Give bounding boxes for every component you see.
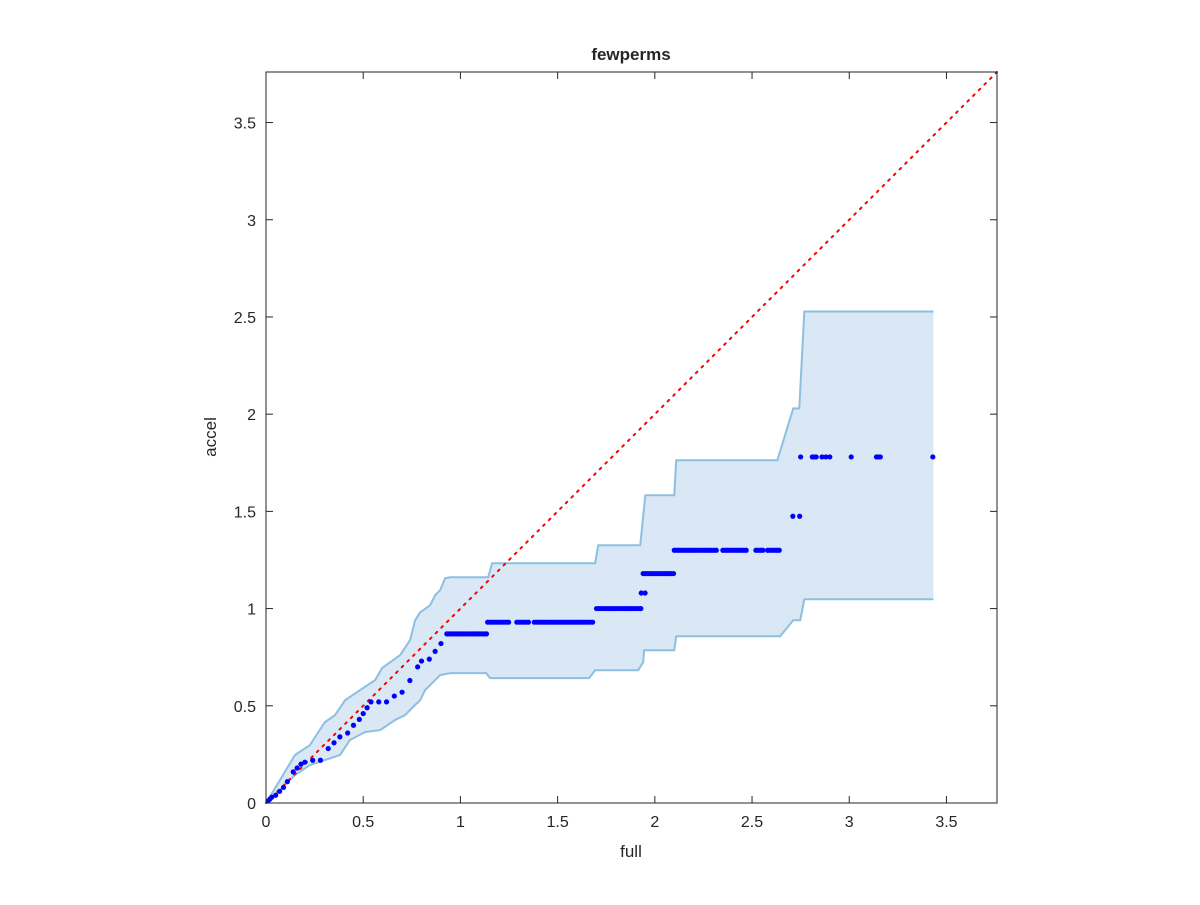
data-point — [819, 454, 825, 460]
data-point — [590, 619, 596, 625]
axes-box — [265, 71, 998, 804]
data-point — [827, 454, 833, 460]
y-tick-label: 2.5 — [234, 310, 256, 327]
data-point — [638, 605, 644, 612]
data-point — [273, 792, 279, 798]
data-point — [670, 570, 677, 577]
data-point — [345, 730, 351, 736]
data-point — [506, 619, 512, 625]
data-point — [391, 693, 397, 699]
x-tick-label: 0.5 — [352, 814, 374, 831]
data-point — [350, 722, 357, 728]
data-point — [877, 454, 883, 460]
data-point — [298, 761, 304, 767]
x-tick-label: 3 — [845, 814, 854, 831]
y-axis-label: accel — [201, 417, 220, 457]
x-tick-label: 1 — [456, 814, 465, 831]
data-point — [331, 740, 337, 746]
data-point — [325, 745, 331, 752]
data-point — [317, 757, 324, 763]
data-point — [284, 779, 290, 785]
data-point — [407, 677, 413, 684]
data-point — [790, 513, 796, 519]
data-point — [776, 547, 782, 553]
data-point — [823, 454, 829, 460]
data-point — [483, 631, 490, 637]
data-point — [383, 699, 390, 705]
data-point — [760, 547, 766, 553]
data-point — [638, 590, 644, 596]
y-tick-label: 2 — [247, 407, 256, 424]
data-point — [399, 689, 405, 695]
confidence-band — [265, 310, 934, 804]
x-tick-label: 1.5 — [546, 814, 568, 831]
x-tick-label: 2.5 — [741, 814, 763, 831]
lower-bound-line — [265, 598, 934, 804]
data-point — [290, 769, 296, 775]
data-point — [813, 454, 819, 460]
y-tick-label: 0.5 — [234, 699, 256, 716]
data-point — [438, 640, 444, 647]
data-point — [364, 705, 370, 711]
band-fill — [266, 311, 934, 803]
data-point — [418, 658, 425, 664]
y-tick-label: 0 — [247, 796, 256, 813]
x-axis-label: full — [620, 842, 642, 861]
upper-bound-line — [265, 310, 934, 804]
data-point — [432, 648, 438, 654]
data-point — [376, 699, 382, 705]
x-tick-label: 2 — [650, 814, 659, 831]
data-point — [642, 590, 648, 596]
x-tick-label: 0 — [262, 814, 271, 831]
data-point — [356, 716, 362, 723]
data-point — [797, 513, 803, 519]
y-tick-label: 1 — [247, 602, 256, 619]
data-point — [713, 547, 719, 553]
axis-ticks: 0 0.5 1 1.5 2 2.5 3 3.5 0 0.5 1 1.5 2 2.5 3 3.5 — [234, 72, 997, 831]
data-point — [930, 454, 936, 460]
data-points — [265, 454, 936, 804]
chart-title: fewperms — [591, 45, 670, 64]
data-point — [426, 656, 432, 662]
data-point — [368, 699, 374, 705]
data-point — [415, 664, 421, 670]
data-point — [525, 619, 532, 625]
data-point — [337, 734, 343, 740]
data-point — [277, 788, 283, 794]
data-point — [269, 794, 275, 800]
data-point — [798, 454, 804, 460]
y-tick-label: 1.5 — [234, 504, 256, 521]
data-point — [310, 757, 316, 763]
data-point — [302, 759, 308, 765]
data-point — [848, 454, 854, 460]
data-point — [743, 547, 749, 553]
y-tick-label: 3 — [247, 213, 256, 230]
data-point — [294, 765, 300, 771]
data-point — [280, 784, 287, 791]
data-point — [360, 710, 366, 717]
y-tick-label: 3.5 — [234, 116, 256, 133]
x-tick-label: 3.5 — [935, 814, 957, 831]
